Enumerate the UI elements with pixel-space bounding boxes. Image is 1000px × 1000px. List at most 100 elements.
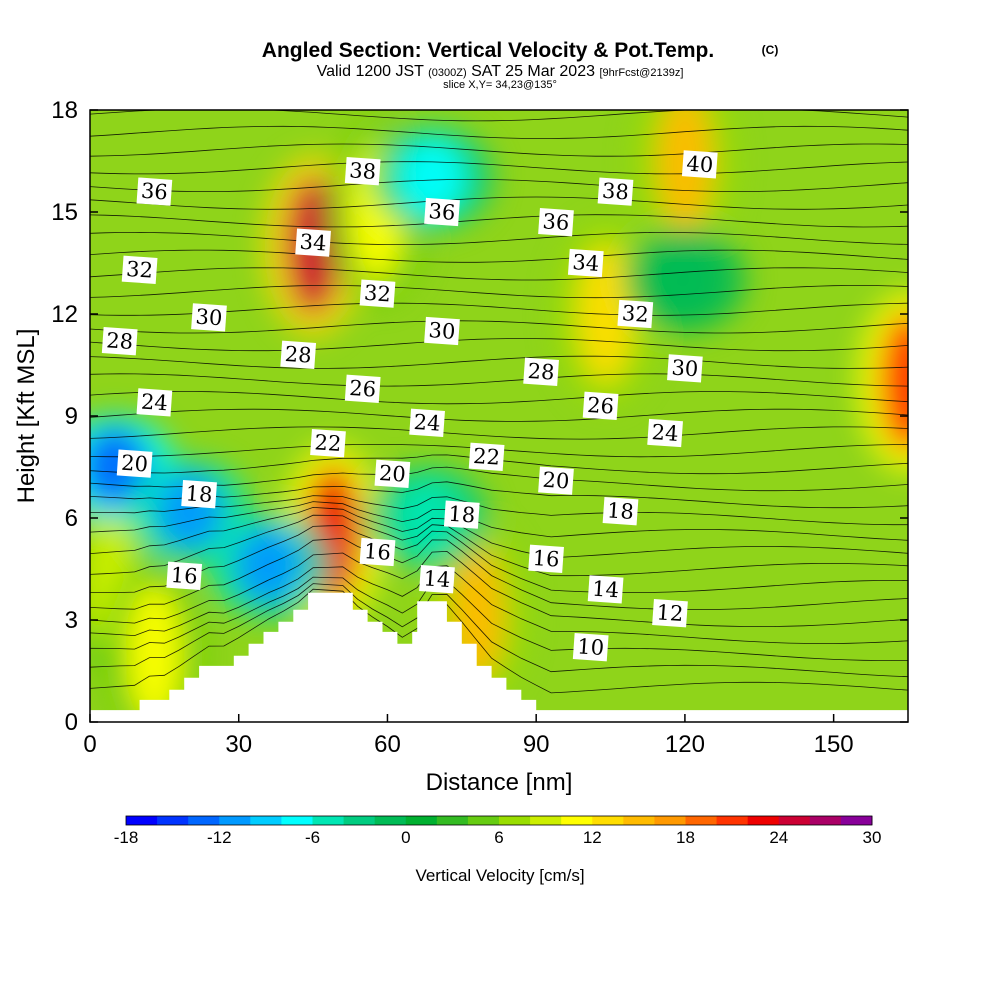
contour-label-text: 24 <box>413 410 441 436</box>
contour-label-text: 28 <box>284 342 312 368</box>
contour-label: 32 <box>359 279 396 308</box>
y-tick-label: 0 <box>65 709 78 736</box>
colorbar-swatch <box>436 816 469 825</box>
colorbar-tick-label: 12 <box>583 828 602 847</box>
y-tick-label: 3 <box>65 607 78 634</box>
colorbar-swatch <box>778 816 811 825</box>
contour-label: 34 <box>295 228 331 257</box>
isentrope-line <box>90 231 908 246</box>
colorbar-swatch <box>530 816 562 825</box>
colorbar-swatch <box>716 816 749 825</box>
contour-label-text: 20 <box>542 468 570 494</box>
colorbar-swatch <box>685 816 718 825</box>
contour-label-text: 28 <box>527 359 555 385</box>
colorbar-swatch <box>747 816 780 825</box>
isentrope-line <box>90 161 908 175</box>
contour-label-text: 20 <box>120 451 148 477</box>
colorbar-swatch <box>809 816 842 825</box>
contour-label-text: 20 <box>378 461 406 487</box>
contour-label-text: 32 <box>125 257 153 283</box>
contour-label: 38 <box>344 157 381 186</box>
contour-label: 38 <box>597 177 634 206</box>
subtitle-date: SAT 25 Mar 2023 <box>471 63 595 80</box>
contour-label: 30 <box>191 303 227 332</box>
isentrope-line <box>90 576 908 661</box>
colorbar-tick-label: -6 <box>305 828 320 847</box>
contour-label-text: 38 <box>349 158 377 184</box>
contour-label-text: 24 <box>140 389 168 415</box>
contour-label-text: 36 <box>428 199 456 225</box>
contour-label-text: 38 <box>601 179 629 205</box>
colorbar-swatch <box>623 816 655 825</box>
x-tick-label: 60 <box>374 731 401 758</box>
terrain <box>90 592 908 722</box>
isentrope-line <box>90 565 908 644</box>
colorbar-swatch <box>561 816 593 825</box>
isentrope-line <box>90 506 908 559</box>
x-tick-label: 150 <box>814 731 854 758</box>
colorbar-tick-label: 24 <box>769 828 788 847</box>
contour-label-text: 32 <box>621 301 649 327</box>
isentrope-line <box>90 143 908 157</box>
colorbar: -18 -12 -6 0 6 12 18 24 30 <box>114 815 881 847</box>
vv-core-14 <box>650 240 719 320</box>
isentrope-line <box>90 426 908 440</box>
y-tick-label: 15 <box>51 199 78 226</box>
isentrope-line <box>90 284 908 299</box>
contour-label: 20 <box>116 449 153 478</box>
contour-label: 30 <box>667 354 703 383</box>
contour-label: 18 <box>181 480 217 509</box>
contour-label: 24 <box>647 418 683 448</box>
contour-label: 28 <box>523 357 559 386</box>
contour-label-text: 30 <box>671 355 699 381</box>
colorbar-swatch <box>126 816 158 825</box>
contour-label-text: 18 <box>606 498 634 524</box>
y-tick-label: 12 <box>51 301 78 328</box>
colorbar-swatch <box>281 816 313 825</box>
contour-label: 18 <box>443 500 480 529</box>
isentrope-line <box>90 583 908 678</box>
contour-label-text: 36 <box>140 179 168 205</box>
contour-label-text: 28 <box>106 328 134 354</box>
colorbar-frame <box>125 815 873 826</box>
contour-label-text: 26 <box>586 393 614 419</box>
contour-label: 22 <box>310 429 346 458</box>
colorbar-tick-label: 6 <box>494 828 503 847</box>
colorbar-tick-label: -18 <box>114 828 139 847</box>
contour-label: 32 <box>617 299 654 329</box>
x-tick-label: 90 <box>523 731 550 758</box>
isentrope-line <box>90 550 908 627</box>
x-axis: 0 30 60 90 120 150 <box>83 714 854 758</box>
contour-label-text: 18 <box>448 502 476 528</box>
contour-label: 36 <box>424 197 460 227</box>
isentrope-line <box>90 214 908 228</box>
isentrope-line <box>90 466 908 492</box>
isentrope-line <box>90 514 908 577</box>
colorbar-swatch <box>405 816 438 825</box>
contour-label: 16 <box>166 561 203 590</box>
contour-label: 12 <box>652 599 688 628</box>
contour-label: 36 <box>136 177 173 206</box>
colorbar-swatch <box>219 816 251 825</box>
chart-subtitle: Valid 1200 JST (0300Z) SAT 25 Mar 2023 [… <box>317 63 684 80</box>
contour-label: 26 <box>344 374 381 403</box>
contour-label: 10 <box>572 633 609 662</box>
isentrope-line <box>90 110 908 122</box>
isentrope-line <box>90 481 908 509</box>
isentrope-line <box>90 495 908 526</box>
contour-label-text: 34 <box>299 230 327 256</box>
colorbar-swatch <box>374 816 407 825</box>
contour-label-text: 30 <box>428 318 456 344</box>
x-tick-label: 0 <box>83 731 96 758</box>
isentrope-line <box>90 588 908 694</box>
contour-label-text: 14 <box>423 566 451 592</box>
vv-core-13 <box>398 138 467 218</box>
isentrope-line <box>90 320 908 334</box>
contour-label-text: 16 <box>532 546 560 572</box>
isentrope-line <box>90 338 908 352</box>
subtitle-valid: Valid 1200 JST <box>317 63 425 80</box>
isentrope-line <box>90 391 908 405</box>
